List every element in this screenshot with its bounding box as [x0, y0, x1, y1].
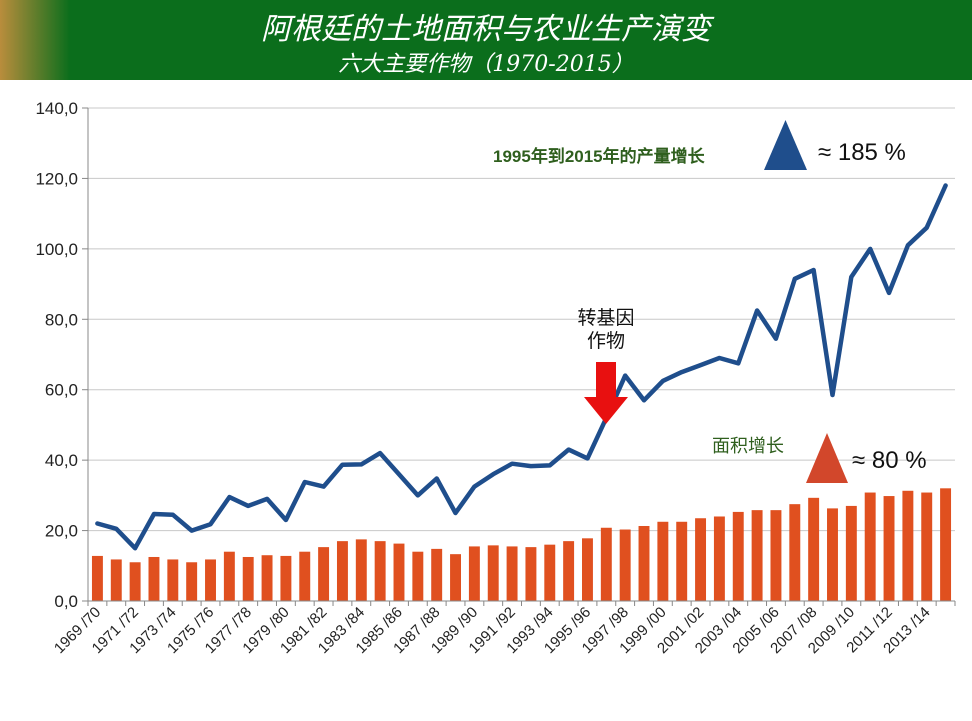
- area-bar: [393, 543, 405, 601]
- area-bar: [91, 555, 103, 601]
- production-growth-value: ≈ 185 %: [818, 139, 906, 166]
- gm-crops-label-line1: 转基因: [577, 307, 634, 329]
- y-tick-label: 0,0: [54, 592, 78, 611]
- area-bar: [544, 544, 556, 601]
- production-line-layer: [95, 183, 948, 551]
- area-bar: [261, 555, 273, 601]
- area-bar: [336, 541, 348, 601]
- chart-subtitle: 六大主要作物（1970-2015）: [338, 52, 634, 77]
- chart-title: 阿根廷的土地面积与农业生产演变: [261, 12, 711, 47]
- y-tick-label: 120,0: [35, 169, 78, 188]
- area-bar: [770, 510, 782, 601]
- gm-crops-label-line2: 作物: [587, 330, 625, 352]
- down-arrow-icon: [584, 362, 628, 424]
- area-bar: [921, 492, 933, 601]
- area-bar: [638, 525, 650, 601]
- area-bar: [223, 551, 235, 601]
- area-bar: [355, 539, 367, 601]
- production-growth-label: 1995年到2015年的产量增长: [493, 146, 706, 166]
- area-bar: [582, 538, 593, 601]
- production-line: [95, 183, 948, 551]
- area-bar: [450, 554, 461, 601]
- y-axis-ticks: 0,0 20,0 40,0 60,0 80,0 100,0 120,0 140,0: [35, 99, 88, 611]
- y-tick-label: 40,0: [45, 451, 78, 470]
- area-bar: [205, 559, 216, 601]
- area-bar: [883, 496, 895, 601]
- area-bar: [600, 527, 612, 601]
- area-bar: [732, 511, 744, 601]
- area-bar: [487, 545, 499, 601]
- area-bar: [619, 529, 631, 601]
- area-bar: [827, 508, 838, 601]
- y-tick-label: 20,0: [45, 522, 78, 541]
- y-tick-label: 140,0: [35, 99, 78, 118]
- area-bar: [186, 562, 198, 601]
- area-triangle-icon: [806, 433, 848, 483]
- area-bar: [374, 541, 386, 601]
- area-bar: [318, 547, 330, 601]
- area-bar: [468, 546, 480, 601]
- area-bar: [299, 551, 311, 601]
- area-growth-label: 面积增长: [712, 436, 784, 456]
- area-bar: [148, 556, 160, 601]
- area-bar: [412, 551, 424, 601]
- y-tick-label: 60,0: [45, 381, 78, 400]
- area-bar: [242, 556, 254, 601]
- area-bar: [167, 559, 179, 601]
- area-bar: [808, 497, 820, 601]
- area-bar: [525, 547, 537, 601]
- title-banner: 阿根廷的土地面积与农业生产演变 六大主要作物（1970-2015）: [0, 0, 972, 80]
- production-triangle-icon: [764, 120, 807, 170]
- area-bar: [129, 562, 141, 601]
- y-tick-label: 100,0: [35, 240, 78, 259]
- area-bar: [940, 488, 952, 601]
- area-bar: [713, 516, 725, 601]
- area-bar: [280, 555, 292, 601]
- area-bar: [751, 510, 763, 601]
- area-bars: [91, 488, 952, 601]
- area-bar: [695, 518, 707, 601]
- area-bar: [676, 521, 688, 601]
- area-bar: [431, 548, 443, 601]
- area-bar: [902, 490, 914, 601]
- area-bar: [110, 559, 122, 601]
- area-growth-value: ≈ 80 %: [852, 447, 927, 474]
- area-bar: [506, 546, 518, 601]
- area-bar: [563, 541, 575, 601]
- y-tick-label: 80,0: [45, 310, 78, 329]
- area-bar: [864, 492, 876, 601]
- area-bar: [789, 504, 801, 601]
- banner-decoration: [0, 0, 70, 80]
- area-bar: [657, 521, 669, 601]
- area-bar: [845, 505, 857, 601]
